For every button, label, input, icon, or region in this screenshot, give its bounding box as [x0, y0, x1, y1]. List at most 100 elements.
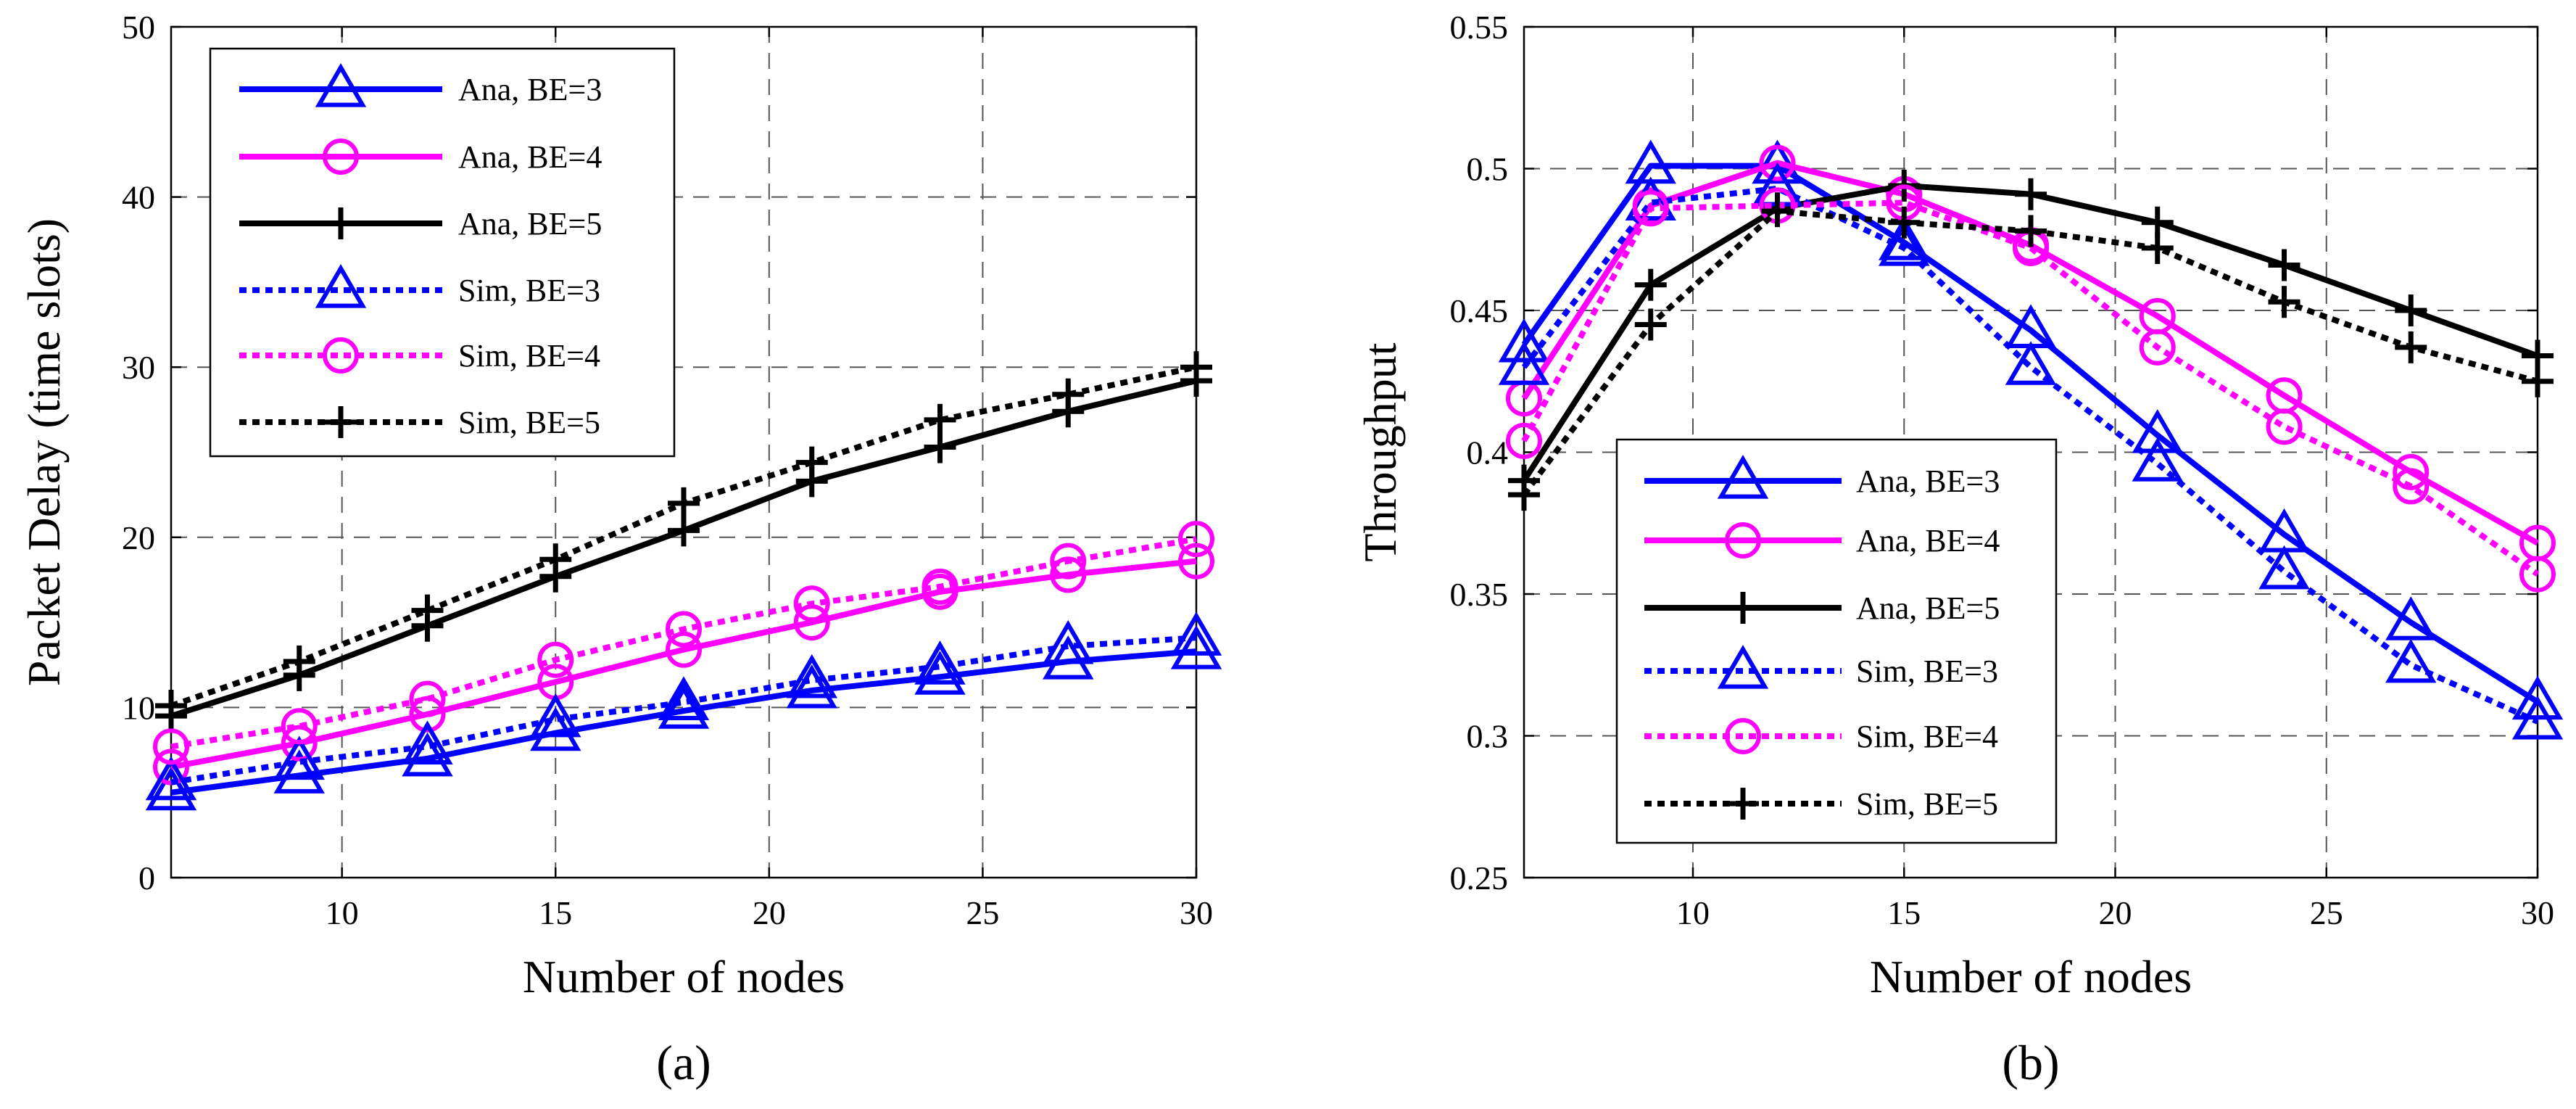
y-tick-label: 0.3 [1467, 718, 1509, 755]
data-point [2005, 341, 2057, 385]
data-point [2015, 178, 2047, 210]
data-point [2385, 596, 2437, 640]
data-point [922, 568, 958, 605]
data-point [409, 696, 446, 733]
legend-marker [325, 406, 357, 438]
data-point [1043, 635, 1094, 680]
legend-marker [315, 264, 367, 308]
series-5 [155, 351, 1212, 722]
panel-b: 10 15 20 25 30 0.25 0.3 0.35 0.4 0.45 0.5 0.55 Numbe… [1354, 9, 2564, 1090]
data-point [668, 514, 700, 547]
data-point [2132, 409, 2183, 453]
data-point [1761, 195, 1794, 228]
y-tick-label: 0.35 [1450, 576, 1509, 613]
y-axis-label: Packet Delay (time slots) [18, 218, 70, 686]
x-tick-label: 25 [966, 894, 999, 931]
x-tick-label: 20 [753, 894, 786, 931]
series-0 [1498, 139, 2564, 720]
data-point [1506, 422, 1542, 459]
data-point [666, 611, 702, 648]
y-tick-label: 0.45 [1450, 292, 1509, 329]
y-tick-label: 20 [122, 519, 155, 556]
data-point [1759, 144, 1796, 181]
data-point [914, 651, 966, 695]
legend-label: Ana, BE=3 [1856, 463, 2000, 499]
x-axis-label: Number of nodes [1870, 951, 2192, 1002]
data-point [1043, 619, 1094, 664]
data-point [145, 766, 197, 811]
y-tick-label: 0 [138, 859, 155, 896]
data-point [155, 690, 187, 722]
data-point [273, 735, 325, 780]
y-tick-label: 0.55 [1450, 9, 1509, 46]
data-point [2139, 329, 2176, 366]
panel-a: 10 15 20 25 30 0 10 20 30 40 50 Number of nodes Pack… [18, 9, 1222, 1090]
data-point [2268, 249, 2300, 281]
data-point [658, 676, 710, 720]
data-point [537, 641, 574, 678]
data-point [793, 585, 830, 622]
data-point [795, 446, 828, 479]
legend-marker [1725, 522, 1761, 558]
data-point [1178, 543, 1214, 580]
data-point [2015, 215, 2047, 247]
data-point [530, 693, 581, 738]
series-line [170, 648, 1197, 796]
legend: Ana, BE=3 Ana, BE=4 Ana, BE=5 Sim, BE=3 Sim,… [1615, 438, 2058, 844]
x-tick-label: 25 [2310, 894, 2343, 931]
data-point [283, 646, 315, 678]
data-point [2395, 331, 2427, 363]
data-point [1050, 543, 1087, 580]
data-point [2522, 365, 2554, 397]
x-tick-label: 30 [2521, 894, 2554, 931]
legend-box [1615, 438, 2058, 844]
data-point [1632, 190, 1669, 227]
series-line [170, 536, 1197, 750]
legend-marker [315, 63, 367, 107]
data-point [2393, 468, 2430, 505]
legend-label: Ana, BE=4 [1856, 523, 2000, 558]
legend-label: Ana, BE=5 [458, 206, 602, 242]
data-point [2511, 675, 2564, 720]
data-point [2141, 231, 2174, 264]
data-point [281, 708, 318, 745]
x-tick-label: 15 [1887, 894, 1921, 931]
data-point [1498, 318, 1550, 363]
data-point [924, 403, 956, 436]
data-point [786, 654, 837, 698]
x-tick-label: 10 [326, 894, 359, 931]
y-axis-label: Throughput [1354, 342, 1406, 561]
series-line [1521, 199, 2540, 577]
data-point [402, 720, 453, 764]
data-point [1180, 351, 1212, 384]
data-point [786, 664, 837, 709]
series-3 [145, 611, 1222, 801]
series-5 [1508, 195, 2554, 511]
data-point [2511, 695, 2564, 740]
data-point [668, 487, 700, 519]
data-point [402, 732, 453, 777]
series-line [170, 635, 1197, 786]
y-tick-label: 10 [122, 689, 155, 726]
data-point [1052, 378, 1085, 411]
legend-marker [1717, 455, 1769, 499]
series-3 [1498, 162, 2564, 740]
data-point [409, 680, 446, 717]
x-tick-label: 10 [1676, 894, 1710, 931]
legend-label: Ana, BE=3 [458, 72, 602, 107]
y-tick-label: 30 [122, 349, 155, 386]
legend-label: Sim, BE=4 [1856, 719, 1998, 754]
series-line [170, 558, 1197, 770]
series-line [1521, 185, 2539, 725]
data-point [153, 749, 189, 786]
plot-area-frame [170, 25, 1198, 879]
legend-marker [1727, 788, 1759, 820]
legend-marker [323, 337, 359, 374]
series-4 [153, 521, 1214, 765]
legend-marker [1725, 718, 1761, 754]
data-point [2132, 437, 2183, 482]
data-point [1508, 479, 1540, 511]
legend-marker [1717, 645, 1769, 689]
data-point [658, 685, 710, 729]
data-point [2393, 453, 2430, 490]
